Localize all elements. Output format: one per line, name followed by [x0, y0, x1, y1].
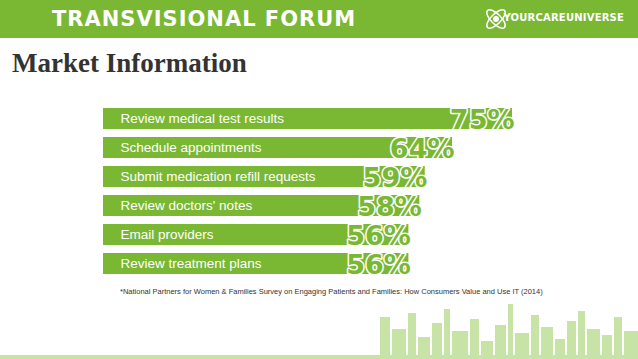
svg-text:Review medical test results: Review medical test results	[121, 111, 285, 126]
svg-text:Schedule appointments: Schedule appointments	[121, 140, 262, 155]
svg-text:56%: 56%	[346, 249, 411, 280]
html-text:YOURCAREUNIVERSE: YOURCAREUNIVERSE	[503, 12, 624, 23]
svg-text:Submit medication refill reque: Submit medication refill requests	[121, 169, 316, 184]
svg-text:Review doctors' notes: Review doctors' notes	[121, 198, 253, 213]
svg-text:59%: 59%	[363, 162, 428, 193]
svg-text:58%: 58%	[357, 191, 422, 222]
svg-text:Email providers: Email providers	[121, 227, 214, 242]
svg-text:Review treatment plans: Review treatment plans	[121, 256, 262, 271]
svg-text:64%: 64%	[390, 133, 455, 164]
html-text:TRANSVISIONAL FORUM: TRANSVISIONAL FORUM	[52, 7, 357, 31]
html-text:*National Partners for Women &: *National Partners for Women & Families …	[120, 287, 543, 296]
html-text:Market Information: Market Information	[12, 48, 247, 78]
svg-text:75%: 75%	[450, 104, 515, 135]
svg-text:56%: 56%	[346, 220, 411, 251]
